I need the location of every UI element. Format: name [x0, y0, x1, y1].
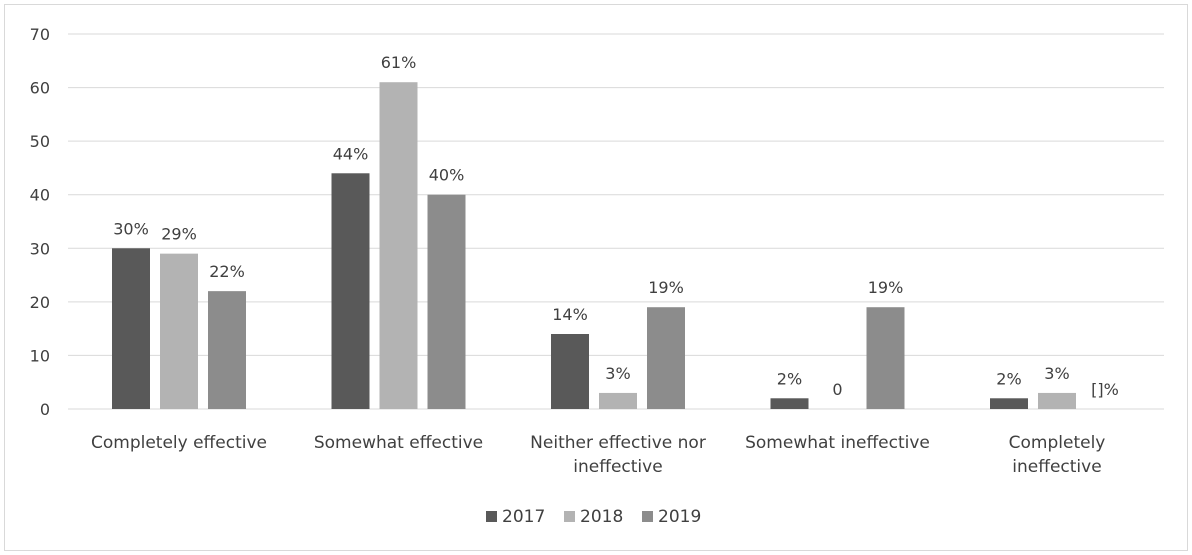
- x-tick-label: Completely: [1009, 433, 1106, 453]
- x-tick-label: ineffective: [573, 457, 662, 477]
- chart-frame: [4, 4, 1188, 551]
- data-label: 3%: [605, 364, 630, 383]
- legend-swatch-2019: [642, 511, 653, 522]
- bar-2017-1: [331, 173, 370, 409]
- data-label: 14%: [552, 305, 588, 324]
- x-tick-label: Completely effective: [91, 433, 267, 453]
- data-label: 30%: [113, 219, 149, 238]
- data-label: 44%: [333, 144, 369, 163]
- data-label: 3%: [1044, 364, 1069, 383]
- bar-2018-1: [379, 82, 418, 409]
- bar-2019-2: [647, 307, 685, 409]
- y-tick-label: 0: [40, 400, 50, 419]
- x-tick-label: ineffective: [1012, 457, 1101, 477]
- x-tick-label: Somewhat effective: [314, 433, 483, 453]
- y-tick-label: 50: [30, 132, 50, 151]
- data-label: 19%: [868, 278, 904, 297]
- legend-label: 2017: [502, 507, 545, 527]
- legend-label: 2019: [658, 507, 701, 527]
- bar-2017-4: [990, 398, 1028, 409]
- y-tick-label: 40: [30, 186, 50, 205]
- data-label: 61%: [381, 53, 417, 72]
- x-tick-label: Somewhat ineffective: [745, 433, 930, 453]
- x-tick-label: Neither effective nor: [530, 433, 706, 453]
- bar-2018-2: [599, 392, 637, 409]
- y-tick-label: 60: [30, 79, 50, 98]
- data-label: []%: [1091, 380, 1119, 399]
- bar-2017-3: [770, 398, 809, 409]
- data-label: 22%: [209, 262, 245, 281]
- data-label: 19%: [648, 278, 684, 297]
- data-label: 2%: [777, 369, 802, 388]
- bar-2017-0: [112, 248, 150, 409]
- legend-label: 2018: [580, 507, 623, 527]
- data-label: 29%: [161, 225, 197, 244]
- data-label: 40%: [429, 166, 465, 185]
- bar-2019-1: [427, 194, 466, 409]
- data-label: 0: [832, 380, 842, 399]
- y-tick-label: 30: [30, 239, 50, 258]
- bar-2018-0: [160, 253, 198, 409]
- y-tick-label: 20: [30, 293, 50, 312]
- bar-2018-4: [1038, 392, 1076, 409]
- legend-swatch-2018: [564, 511, 575, 522]
- y-tick-label: 10: [30, 346, 50, 365]
- bar-2017-2: [551, 334, 589, 409]
- y-tick-label: 70: [30, 25, 50, 44]
- bar-2019-0: [208, 291, 246, 409]
- data-label: 2%: [996, 369, 1021, 388]
- legend-swatch-2017: [486, 511, 497, 522]
- bar-2019-3: [866, 307, 905, 409]
